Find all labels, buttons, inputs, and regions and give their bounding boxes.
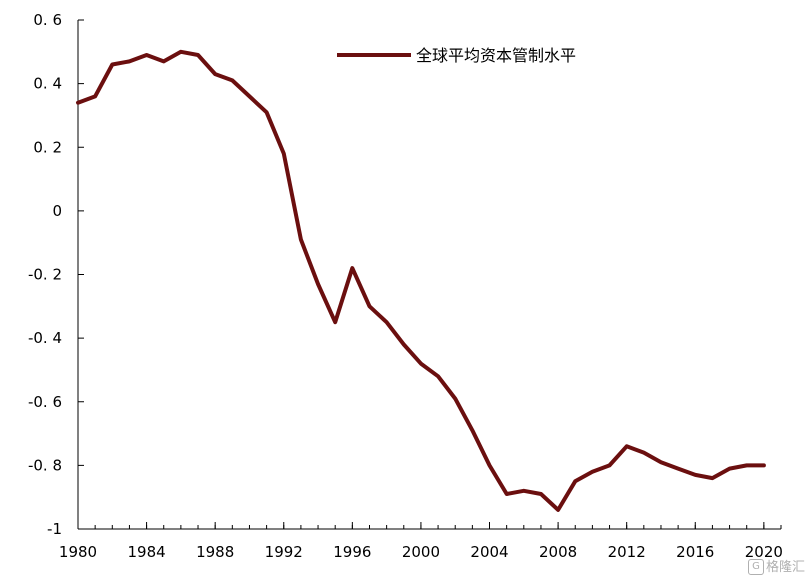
- x-tick-label: 1992: [265, 543, 303, 561]
- x-tick-label: 1988: [196, 543, 234, 561]
- x-tick-label: 2012: [608, 543, 646, 561]
- y-tick-label: 0. 6: [33, 11, 62, 29]
- x-tick-label: 1984: [127, 543, 165, 561]
- y-tick-label: 0. 4: [33, 75, 62, 93]
- x-tick-label: 2000: [402, 543, 440, 561]
- y-tick-label: 0. 2: [33, 138, 62, 156]
- x-tick-label: 2004: [470, 543, 508, 561]
- x-tick-label: 1980: [59, 543, 97, 561]
- y-tick-label: -1: [47, 520, 62, 538]
- series-group: [76, 49, 766, 512]
- y-tick-label: -0. 8: [28, 456, 62, 474]
- y-tick-label: -0. 6: [28, 393, 62, 411]
- x-tick-label: 2008: [539, 543, 577, 561]
- y-axis: 0. 6 0. 4 0. 2 0 -0. 2 -0. 4 -0. 6 -0. 8 -1: [28, 11, 84, 538]
- x-tick-label: 1996: [333, 543, 371, 561]
- watermark-logo-icon: G: [747, 559, 764, 575]
- y-tick-label: 0: [52, 202, 62, 220]
- x-tick-label: 2016: [676, 543, 714, 561]
- x-axis: 1980 1984 1988 1992 1996 2000 2004 2008 2012 2016…: [59, 522, 783, 561]
- watermark: G 格隆汇: [747, 556, 805, 575]
- legend-label: 全球平均资本管制水平: [416, 46, 576, 65]
- y-tick-label: -0. 2: [28, 266, 62, 284]
- x-tick-label: 2020: [745, 543, 783, 561]
- watermark-text: 格隆汇: [765, 559, 805, 575]
- legend: 全球平均资本管制水平: [337, 46, 576, 65]
- series-line-0: [76, 49, 766, 512]
- y-tick-label: -0. 4: [28, 329, 62, 347]
